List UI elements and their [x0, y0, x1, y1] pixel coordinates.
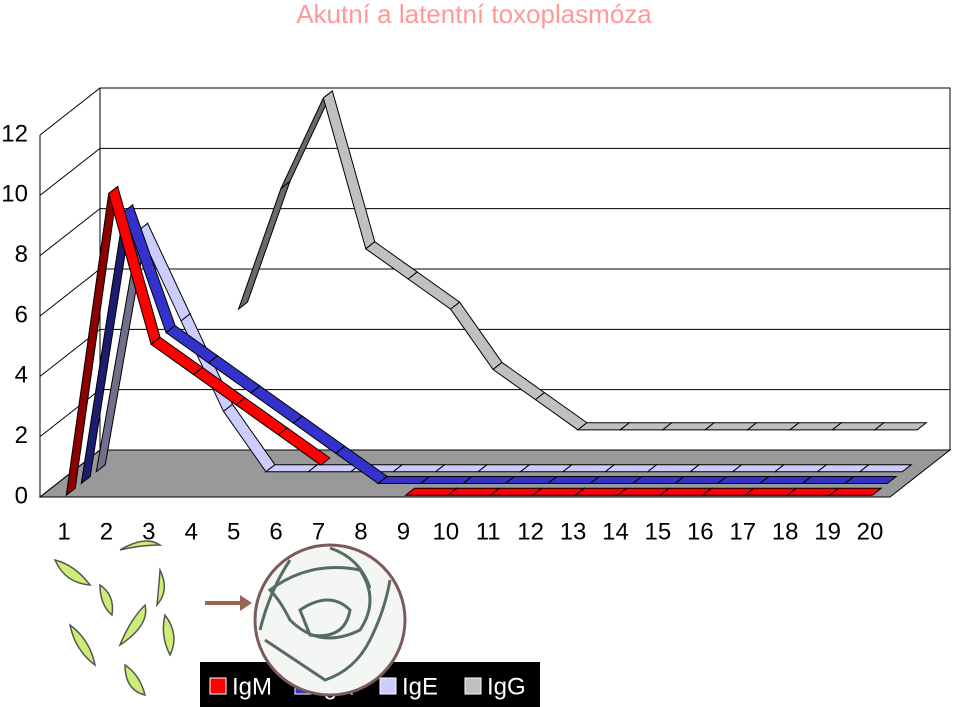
- ribbon-segment: [828, 487, 883, 496]
- x-tick-label: 10: [432, 518, 459, 545]
- y-tick-label: 8: [15, 241, 28, 268]
- x-tick-label: 4: [185, 518, 198, 545]
- x-tick-label: 5: [227, 518, 240, 545]
- ribbon-segment: [873, 422, 928, 431]
- y-tick-label: 12: [1, 120, 28, 147]
- x-tick-label: 1: [57, 518, 70, 545]
- x-tick-label: 16: [687, 518, 714, 545]
- x-tick-label: 15: [645, 518, 672, 545]
- parasite-illustration: [53, 540, 407, 697]
- x-tick-label: 2: [100, 518, 113, 545]
- y-tick-label: 2: [15, 422, 28, 449]
- x-tick-label: 19: [814, 518, 841, 545]
- series-ribbon: [237, 90, 928, 431]
- x-tick-label: 18: [772, 518, 799, 545]
- chart-title: Akutní a latentní toxoplasmóza: [296, 0, 652, 29]
- legend-label: IgM: [232, 673, 272, 700]
- y-tick-label: 0: [15, 482, 28, 509]
- legend-label: IgE: [402, 673, 438, 700]
- legend-swatch: [379, 677, 397, 695]
- legend-swatch: [464, 677, 482, 695]
- grid-line: [39, 87, 950, 136]
- y-tick-label: 4: [15, 362, 28, 389]
- ribbon-segment: [277, 427, 331, 466]
- x-tick-label: 11: [476, 518, 501, 545]
- x-tick-label: 3: [142, 518, 155, 545]
- x-tick-label: 7: [312, 518, 325, 545]
- x-tick-label: 14: [602, 518, 629, 545]
- y-tick-label: 6: [15, 301, 28, 328]
- grid-line: [39, 147, 950, 196]
- grid-line: [39, 328, 950, 377]
- series-ribbon: [65, 185, 883, 497]
- grid-line: [39, 208, 950, 257]
- x-tick-label: 17: [729, 518, 756, 545]
- legend-swatch: [209, 677, 227, 695]
- ribbon-segment: [858, 464, 913, 473]
- series-ribbon: [80, 203, 898, 485]
- y-tick-label: 10: [1, 181, 28, 208]
- legend-label: IgG: [487, 673, 526, 700]
- x-tick-label: 13: [560, 518, 587, 545]
- x-tick-label: 9: [397, 518, 410, 545]
- ribbon-segment: [843, 475, 898, 484]
- x-tick-label: 8: [354, 518, 367, 545]
- x-tick-label: 20: [857, 518, 884, 545]
- x-tick-label: 12: [517, 518, 544, 545]
- x-tick-label: 6: [269, 518, 282, 545]
